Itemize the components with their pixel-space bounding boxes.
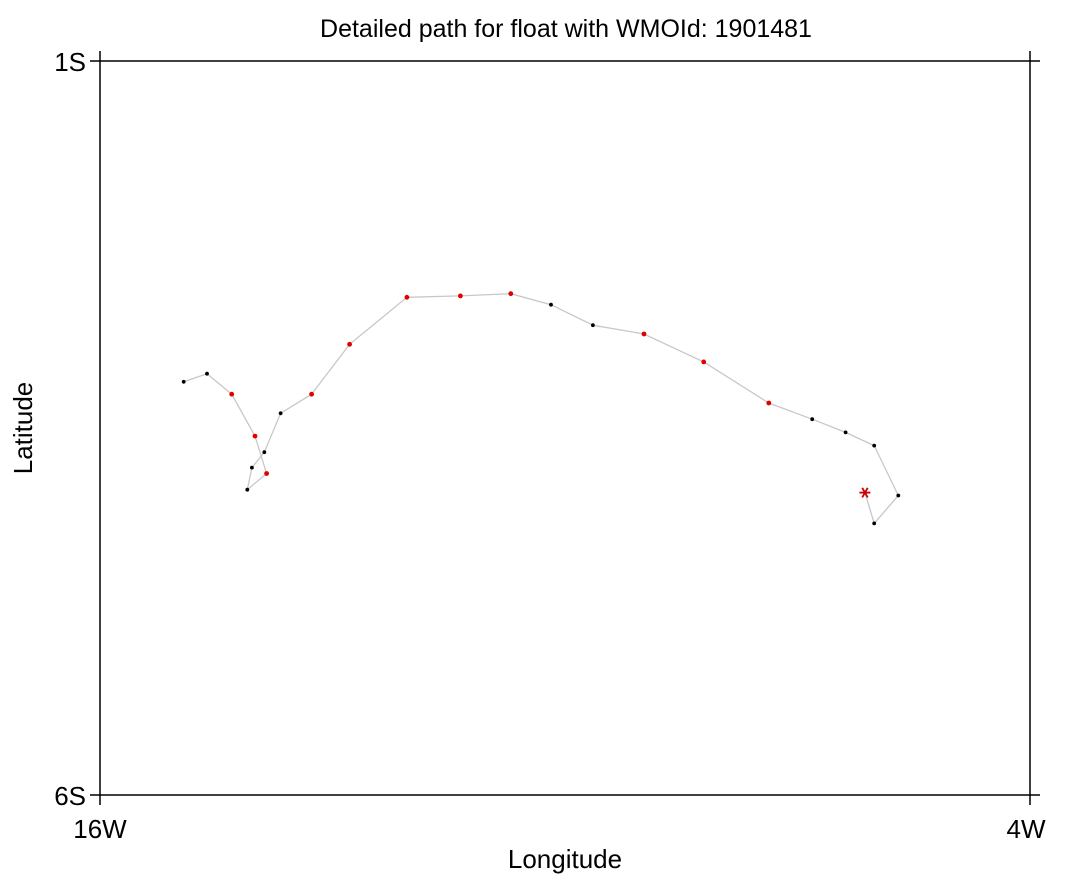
float-position-point [458, 293, 463, 299]
float-path-line [183, 293, 900, 525]
float-position-point [347, 341, 352, 347]
chart-title: Detailed path for float with WMOId: 1901… [320, 15, 812, 43]
float-position-point [843, 430, 848, 435]
float-position-point [309, 391, 314, 397]
float-position-point [404, 294, 410, 300]
plot-frame [99, 60, 1031, 796]
float-position-point [252, 433, 258, 439]
float-position-point [181, 379, 186, 384]
float-position-point [872, 521, 877, 526]
float-position-point [810, 417, 815, 422]
float-position-point [766, 400, 772, 406]
float-position-point [591, 323, 595, 328]
float-position-point [264, 471, 269, 476]
float-position-point [278, 411, 283, 416]
x-tick-label-right: 4W [1007, 814, 1046, 844]
float-position-point [549, 302, 553, 307]
float-position-point [229, 391, 235, 397]
float-position-point [872, 443, 877, 448]
x-tick-label-left: 16W [73, 814, 127, 844]
float-position-point [508, 291, 514, 297]
float-position-point [701, 359, 707, 365]
latest-position-marker [859, 487, 871, 498]
float-position-point [262, 450, 267, 455]
float-position-point [250, 465, 254, 470]
y-axis-label: Latitude [8, 382, 38, 475]
x-axis-label: Longitude [508, 844, 622, 874]
float-positions [181, 291, 901, 526]
float-position-point [641, 331, 647, 337]
float-position-point [245, 487, 250, 492]
float-position-point [205, 371, 209, 376]
float-position-point [896, 493, 901, 498]
y-tick-label-top: 1S [54, 47, 86, 77]
y-tick-label-bottom: 6S [54, 781, 86, 811]
